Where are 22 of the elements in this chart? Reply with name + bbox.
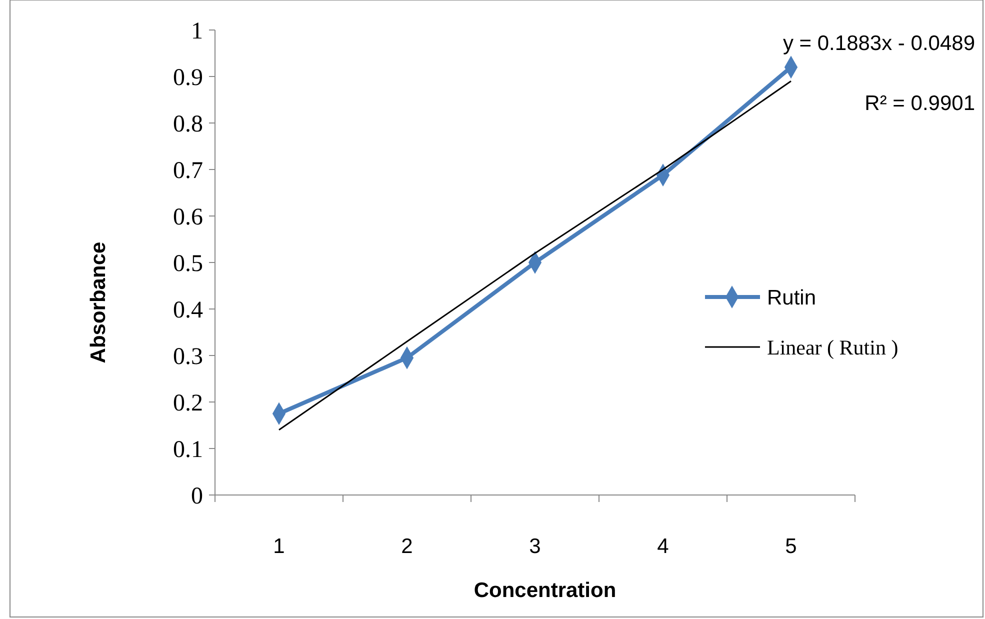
y-tick-label: 0.9 xyxy=(173,64,203,91)
y-tick-label: 1 xyxy=(191,18,203,44)
x-axis-title: Concentration xyxy=(474,579,616,602)
y-tick-label: 0.4 xyxy=(173,297,203,324)
legend-label: Linear ( Rutin ) xyxy=(767,335,898,360)
y-tick-label: 0 xyxy=(191,483,203,510)
y-tick-label: 0.2 xyxy=(173,390,203,416)
y-tick-label: 0.6 xyxy=(173,204,203,230)
x-tick-label: 2 xyxy=(401,535,413,558)
y-axis-title: Absorbance xyxy=(87,242,110,364)
x-tick-label: 3 xyxy=(529,535,541,558)
y-tick-label: 0.1 xyxy=(173,436,203,463)
annotation: y = 0.1883x - 0.0489 xyxy=(782,32,975,55)
x-tick-label: 1 xyxy=(273,535,285,558)
y-tick-label: 0.5 xyxy=(173,250,203,277)
y-tick-label: 0.7 xyxy=(173,158,203,184)
y-tick-label: 0.8 xyxy=(173,111,203,138)
x-tick-label: 5 xyxy=(785,535,797,558)
x-tick-label: 4 xyxy=(657,535,670,558)
text: R² = 0.9901 xyxy=(864,92,975,115)
legend-label: Rutin xyxy=(767,286,816,310)
y-tick-label: 0.3 xyxy=(173,344,203,370)
